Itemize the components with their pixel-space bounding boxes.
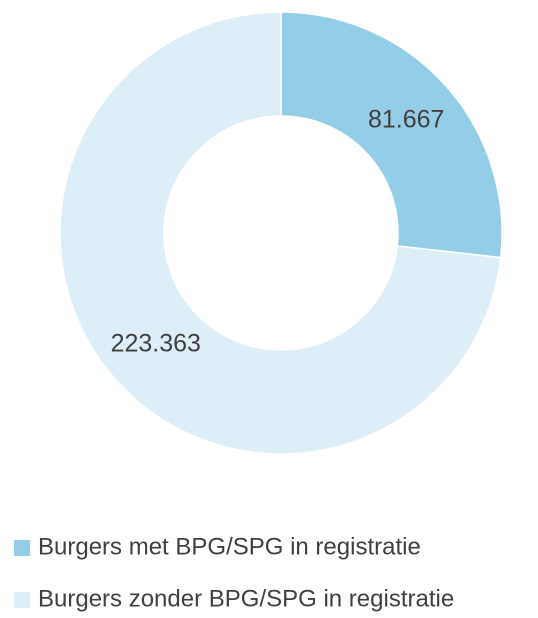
donut-slice	[280, 11, 503, 259]
legend-swatch	[14, 540, 30, 556]
legend-label: Burgers met BPG/SPG in registratie	[38, 533, 421, 560]
donut-slice	[59, 11, 502, 455]
legend-swatch	[14, 592, 30, 608]
legend-label: Burgers zonder BPG/SPG in registratie	[38, 585, 454, 612]
data-label: 223.363	[111, 330, 201, 358]
data-label: 81.667	[368, 106, 444, 134]
